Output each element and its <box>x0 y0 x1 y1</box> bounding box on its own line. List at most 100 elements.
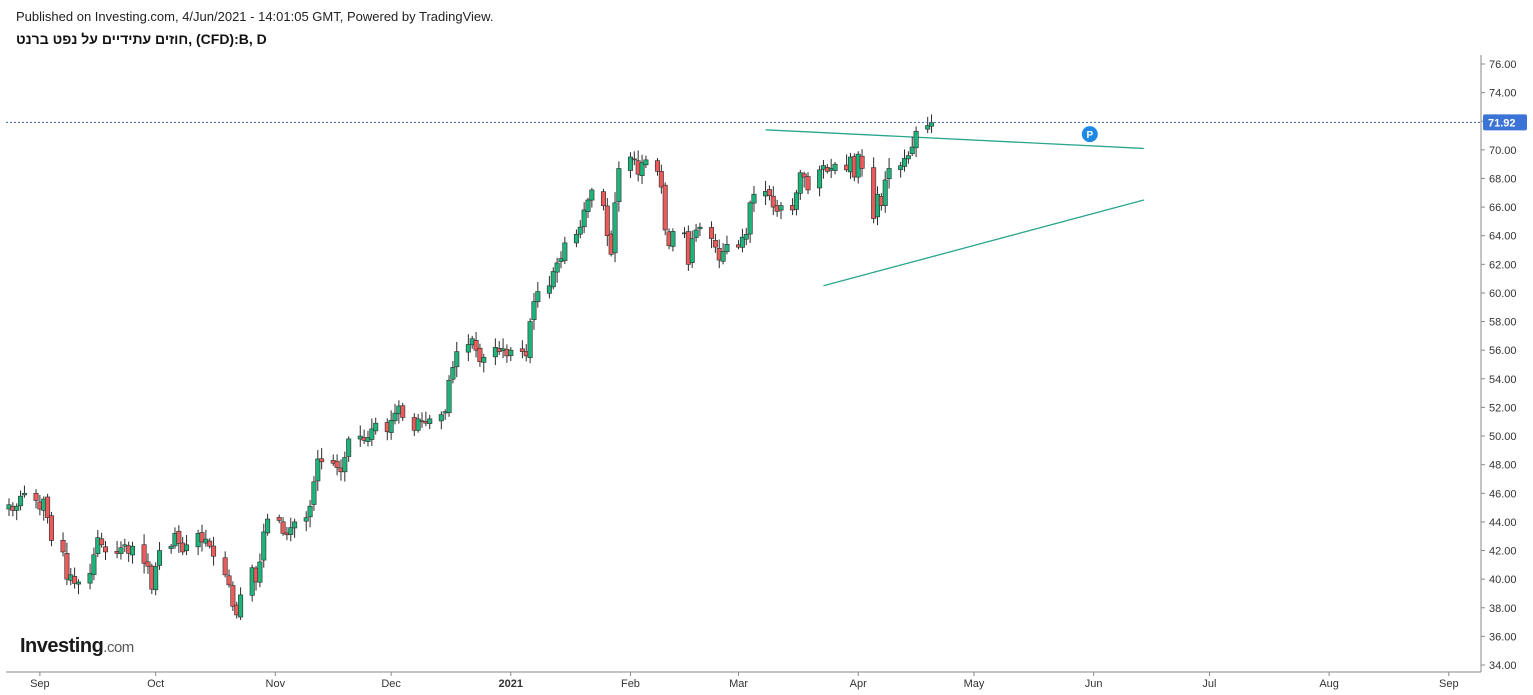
candle-body <box>21 492 27 496</box>
y-tick-label: 46.00 <box>1489 488 1517 500</box>
candle-body <box>531 301 537 321</box>
candle-body <box>261 531 267 561</box>
candle-body <box>265 518 271 534</box>
candle-body <box>369 428 375 440</box>
candle-body <box>886 168 892 180</box>
candle-body <box>627 156 633 171</box>
candle-body <box>871 167 877 219</box>
candle-body <box>257 561 263 583</box>
y-tick-label: 74.00 <box>1489 88 1517 100</box>
x-tick-label: Aug <box>1319 678 1339 690</box>
candle-body <box>303 517 309 522</box>
candle-body <box>554 262 560 273</box>
y-tick-label: 66.00 <box>1489 202 1517 214</box>
candle-body <box>577 226 583 235</box>
candle-body <box>639 162 645 177</box>
candle-body <box>280 521 286 534</box>
candle-body <box>176 530 182 544</box>
candle-body <box>670 231 676 247</box>
candle-body <box>438 414 444 422</box>
y-tick-label: 54.00 <box>1489 374 1517 386</box>
y-tick-label: 60.00 <box>1489 288 1517 300</box>
candle-body <box>292 521 298 529</box>
x-tick-label: Jun <box>1085 678 1103 690</box>
candle-body <box>473 340 479 351</box>
candle-body <box>747 202 753 235</box>
candle-body <box>45 496 51 518</box>
candle-body <box>793 192 799 210</box>
candle-body <box>400 405 406 418</box>
x-tick-label: May <box>964 678 985 690</box>
x-tick-label: Nov <box>266 678 286 690</box>
candle-body <box>481 357 487 363</box>
candle-body <box>145 561 151 567</box>
candle-body <box>697 226 703 230</box>
candle-body <box>724 244 730 252</box>
candle-body <box>122 544 128 547</box>
candle-body <box>585 199 591 213</box>
candle-body <box>141 544 147 564</box>
overlay-layer: 71.92 P <box>6 114 1527 143</box>
candle-body <box>446 379 452 413</box>
candle-body <box>573 233 579 244</box>
candle-body <box>211 545 217 557</box>
y-tick-label: 62.00 <box>1489 259 1517 271</box>
candle-body <box>766 189 772 196</box>
candle-body <box>739 236 745 248</box>
candle-body <box>153 565 159 591</box>
x-axis: Sep Oct Nov Dec 2021 Feb Mar Apr May Jun Jul Aug Sep <box>6 671 1481 690</box>
candle-body <box>18 495 24 507</box>
y-tick-label: 76.00 <box>1489 59 1517 71</box>
candle-body <box>492 347 498 358</box>
x-tick-label: Jul <box>1202 678 1216 690</box>
x-tick-label: Mar <box>729 678 748 690</box>
candle-body <box>276 517 282 521</box>
candle-body <box>612 202 618 254</box>
x-tick-label: Dec <box>381 678 401 690</box>
candle-body <box>222 557 228 576</box>
candle-body <box>658 171 664 188</box>
candle-body <box>751 193 757 204</box>
candle-body <box>226 575 232 586</box>
candle-body <box>689 238 695 263</box>
x-tick-label: Feb <box>621 678 640 690</box>
y-tick-label: 58.00 <box>1489 317 1517 329</box>
candle-body <box>662 184 668 231</box>
candle-body <box>87 573 93 584</box>
candles-layer <box>6 114 935 620</box>
candle-body <box>14 505 20 511</box>
p-marker-label: P <box>1086 130 1093 141</box>
candle-body <box>307 505 313 518</box>
candle-body <box>450 367 456 380</box>
x-tick-label: Apr <box>850 678 867 690</box>
candle-body <box>797 172 803 194</box>
trendline-layer <box>765 129 1145 287</box>
candle-body <box>99 538 105 546</box>
y-tick-label: 34.00 <box>1489 660 1517 672</box>
last-price-label: 71.92 <box>1488 117 1516 129</box>
x-tick-label: Oct <box>147 678 164 690</box>
candle-body <box>693 229 699 238</box>
symbol-title: חוזים עתידיים על נפט ברנט, (CFD):B, D <box>16 31 267 47</box>
candle-body <box>392 412 398 422</box>
candle-body <box>427 418 433 424</box>
candle-body <box>454 351 460 368</box>
candle-body <box>373 422 379 432</box>
y-tick-label: 48.00 <box>1489 460 1517 472</box>
candle-body <box>168 545 174 549</box>
candle-body <box>546 285 552 294</box>
candle-body <box>743 233 749 240</box>
candle-body <box>95 537 101 555</box>
candle-body <box>631 158 637 161</box>
y-tick-label: 40.00 <box>1489 574 1517 586</box>
candle-body <box>48 515 54 541</box>
x-tick-label: Sep <box>30 678 50 690</box>
y-tick-label: 52.00 <box>1489 402 1517 414</box>
candle-body <box>859 155 865 169</box>
y-tick-label: 68.00 <box>1489 173 1517 185</box>
candle-body <box>778 205 784 211</box>
y-tick-label: 50.00 <box>1489 431 1517 443</box>
candle-body <box>75 581 81 585</box>
candle-body <box>315 458 321 482</box>
